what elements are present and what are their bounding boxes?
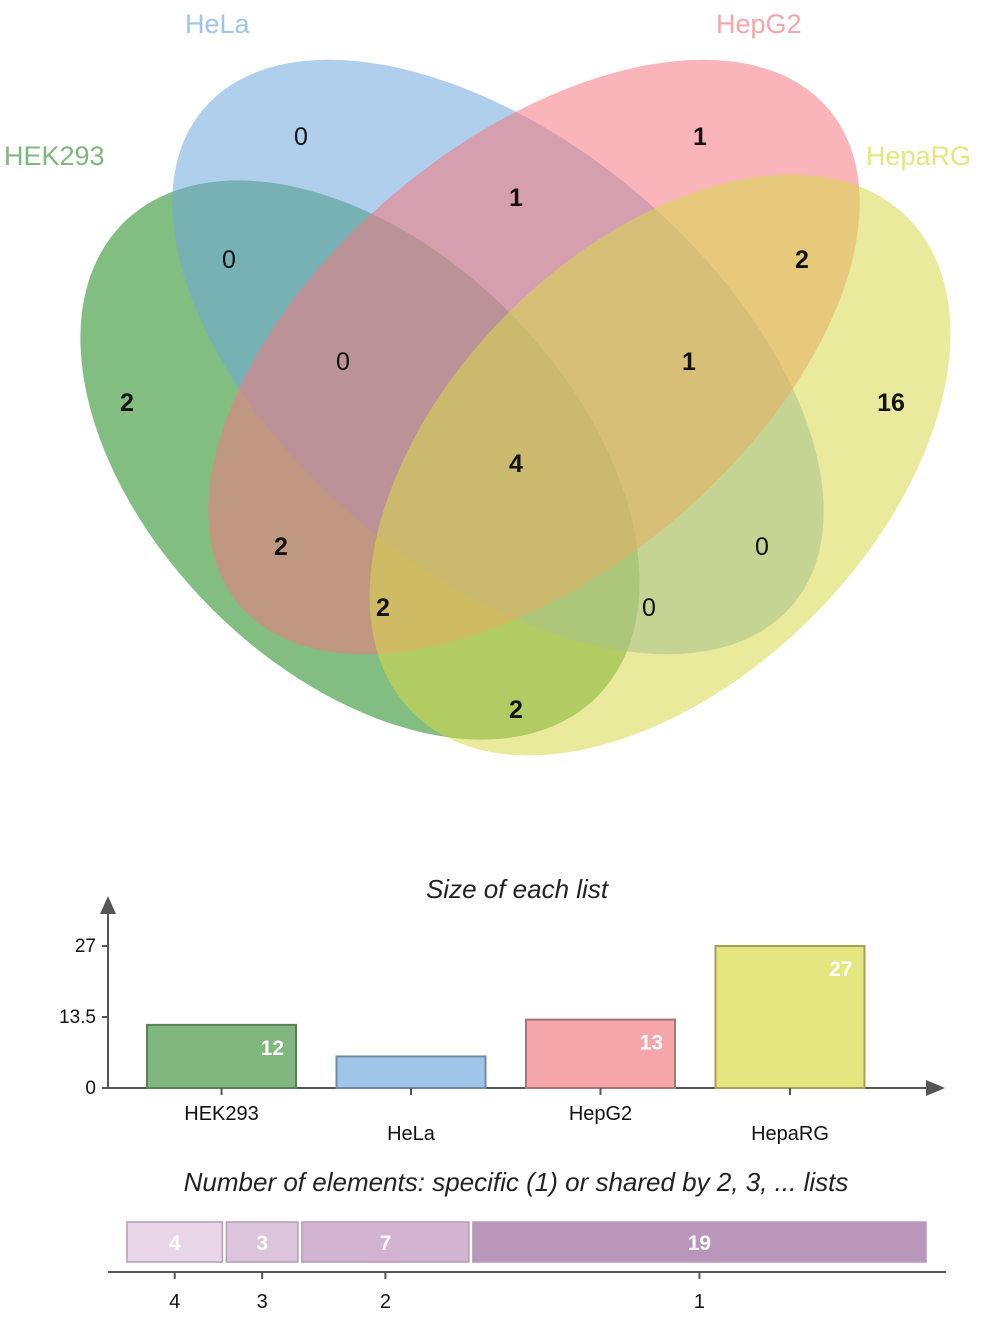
shared-elements-chart: Number of elements: specific (1) or shar… (108, 1167, 946, 1313)
region-count: 1 (693, 123, 707, 151)
region-count: 1 (682, 348, 696, 376)
segment-label: 3 (257, 1291, 268, 1313)
segments: 4 4 3 3 7 2 19 1 (126, 1221, 927, 1313)
data-label: 27 (829, 958, 852, 981)
data-label: 12 (261, 1037, 284, 1060)
region-count: 16 (877, 389, 905, 417)
set-label-hepg2: HepG2 (716, 9, 802, 39)
bar (714, 945, 866, 1089)
region-count: 0 (222, 246, 236, 274)
bars: HEK293 12 HeLa 6 HepG2 13 HepaRG 27 (146, 945, 866, 1145)
segment-value: 19 (688, 1232, 711, 1255)
venn-region-counts: 0 1 1 0 2 0 1 2 16 4 2 0 2 0 2 (120, 123, 905, 724)
segment-value: 3 (256, 1232, 268, 1255)
segment-value: 7 (380, 1232, 392, 1255)
segment-label: 4 (169, 1291, 180, 1313)
segment (472, 1221, 927, 1263)
y-tick-label: 13.5 (59, 1007, 96, 1028)
bar (146, 1023, 297, 1090)
data-label: 13 (640, 1032, 663, 1055)
segment (301, 1221, 470, 1263)
segment (126, 1221, 224, 1263)
y-axis-arrow (100, 896, 116, 914)
region-count: 0 (755, 533, 769, 561)
set-label-hek293: HEK293 (4, 141, 105, 171)
data-label: 6 (462, 1018, 474, 1041)
set-label-heparg: HepaRG (866, 141, 971, 171)
set-label-hela: HeLa (185, 9, 251, 39)
x-tick-label: HepG2 (569, 1103, 632, 1125)
segment-label: 2 (380, 1291, 391, 1313)
venn-set-labels: HEK293 HeLa HepG2 HepaRG (4, 9, 971, 171)
region-count: 1 (509, 184, 523, 212)
shared-chart-title: Number of elements: specific (1) or shar… (184, 1167, 849, 1197)
region-count: 0 (642, 594, 656, 622)
region-count: 2 (795, 246, 809, 274)
size-chart-title: Size of each list (426, 874, 610, 904)
region-count: 2 (120, 389, 134, 417)
region-count: 0 (336, 348, 350, 376)
x-axis-arrow (926, 1080, 945, 1096)
y-ticks: 0 13.5 27 (59, 936, 108, 1099)
bar (525, 1018, 676, 1090)
region-count: 2 (376, 594, 390, 622)
venn-ellipses (80, 59, 951, 756)
region-count: 2 (274, 533, 288, 561)
y-tick-label: 27 (75, 936, 96, 957)
size-bar-chart: Size of each list 013.527 HEK29312HeLa6H… (59, 874, 945, 1145)
segment (225, 1221, 299, 1263)
heparg-ellipse (369, 174, 951, 756)
x-tick-label: HeLa (387, 1123, 436, 1145)
segment-label: 1 (694, 1291, 705, 1313)
segment-value: 4 (169, 1232, 181, 1255)
x-tick-label: HepaRG (751, 1123, 829, 1145)
region-count: 0 (294, 123, 308, 151)
x-tick-label: HEK293 (184, 1103, 259, 1125)
region-count: 2 (509, 696, 523, 724)
region-count: 4 (509, 450, 523, 478)
bar (335, 1055, 487, 1090)
y-tick-label: 0 (85, 1078, 96, 1099)
